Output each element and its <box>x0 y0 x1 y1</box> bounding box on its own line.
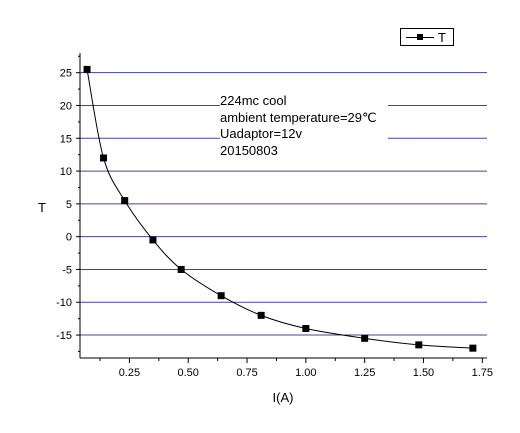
y-tick-label: 25 <box>60 68 72 80</box>
x-tick-label: 1.50 <box>413 367 434 379</box>
legend-label-T: T <box>438 30 446 45</box>
y-tick-label: -5 <box>62 264 72 276</box>
annotation-line: Uadaptor=12v <box>220 126 303 141</box>
data-point <box>257 311 265 319</box>
y-axis-title: T <box>38 200 46 215</box>
data-point <box>415 341 423 349</box>
data-point <box>149 236 157 244</box>
y-tick-label: 15 <box>60 133 72 145</box>
data-point <box>469 344 477 352</box>
annotation-line: 224mc cool <box>220 93 287 108</box>
x-tick-label: 1.25 <box>354 367 375 379</box>
gridlines <box>80 72 487 336</box>
data-point <box>177 265 185 273</box>
data-point <box>83 65 91 73</box>
data-point <box>217 292 225 300</box>
x-tick-label: 0.25 <box>119 367 140 379</box>
axes <box>79 53 487 359</box>
legend: T <box>400 28 454 46</box>
data-point <box>121 197 129 205</box>
x-tick-label: 0.50 <box>178 367 199 379</box>
x-axis-ticks: 0.25 0.50 0.75 1.00 1.25 1.50 1.75 <box>99 358 493 379</box>
y-tick-label: 20 <box>60 100 72 112</box>
data-point <box>302 324 310 332</box>
annotation-line: 20150803 <box>220 142 278 158</box>
legend-square-marker <box>417 34 423 40</box>
annotation-box: 224mc cool ambient temperature=29℃ Uadap… <box>220 93 388 159</box>
y-tick-label: -15 <box>56 330 72 342</box>
x-tick-label: 1.00 <box>295 367 316 379</box>
annotation-line: ambient temperature=29℃ <box>220 109 377 125</box>
data-points <box>83 65 477 352</box>
y-tick-label: 10 <box>60 166 72 178</box>
y-axis-ticks: -15 -10 -5 0 5 10 15 20 25 <box>56 55 80 352</box>
y-tick-label: 5 <box>66 199 72 211</box>
y-tick-label: 0 <box>66 232 72 244</box>
x-tick-label: 0.75 <box>236 367 257 379</box>
x-axis-title: I(A) <box>273 390 294 405</box>
y-tick-label: -10 <box>56 297 72 309</box>
data-point <box>100 154 108 162</box>
data-point <box>361 334 369 342</box>
x-tick-label: 1.75 <box>472 367 493 379</box>
